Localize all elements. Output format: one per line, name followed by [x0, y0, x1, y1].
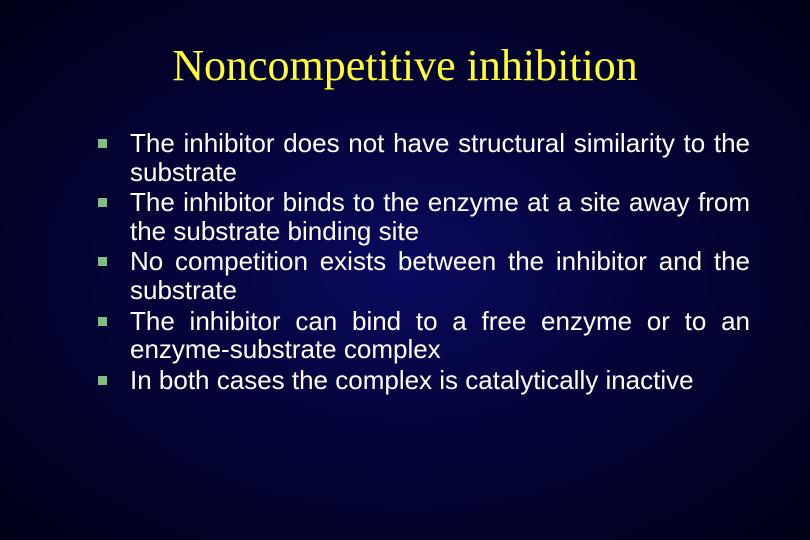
slide: Noncompetitive inhibition The inhibitor … [0, 0, 810, 540]
bullet-square-icon [98, 257, 107, 266]
bullet-text: The inhibitor binds to the enzyme at a s… [130, 187, 750, 246]
slide-title: Noncompetitive inhibition [60, 40, 750, 91]
list-item: No competition exists between the inhibi… [98, 247, 750, 304]
bullet-text: No competition exists between the inhibi… [130, 246, 750, 305]
bullet-square-icon [98, 198, 107, 207]
bullet-square-icon [98, 139, 107, 148]
bullet-text: In both cases the complex is catalytical… [130, 365, 694, 395]
list-item: The inhibitor does not have structural s… [98, 129, 750, 186]
bullet-text: The inhibitor can bind to a free enzyme … [130, 306, 750, 365]
list-item: In both cases the complex is catalytical… [98, 366, 750, 395]
bullet-square-icon [98, 376, 107, 385]
bullet-text: The inhibitor does not have structural s… [130, 128, 750, 187]
bullet-list: The inhibitor does not have structural s… [60, 129, 750, 394]
bullet-square-icon [98, 317, 107, 326]
list-item: The inhibitor binds to the enzyme at a s… [98, 188, 750, 245]
list-item: The inhibitor can bind to a free enzyme … [98, 307, 750, 364]
